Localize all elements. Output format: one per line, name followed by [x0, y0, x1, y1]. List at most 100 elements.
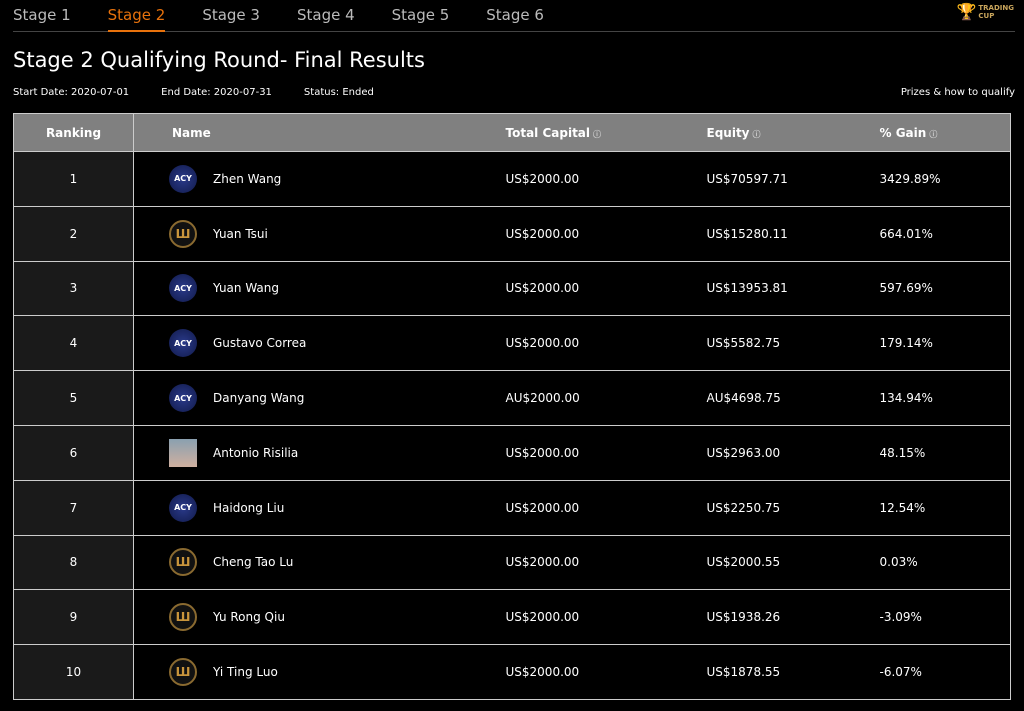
rank-cell: 1 — [13, 151, 134, 207]
capital-cell: US$2000.00 — [505, 424, 707, 481]
rank-cell: 9 — [13, 589, 134, 646]
trophy-icon: 🏆 — [956, 2, 977, 21]
tab-stage-2[interactable]: Stage 2 — [107, 0, 166, 32]
logo-line1: TRADING — [978, 4, 1014, 12]
equity-cell: US$13953.81 — [706, 260, 880, 317]
header-ranking: Ranking — [13, 113, 134, 152]
rank-cell: 4 — [13, 315, 134, 372]
trader-name: Haidong Liu — [213, 500, 285, 515]
acy-avatar-icon: ACY — [169, 274, 197, 303]
gain-cell: 664.01% — [879, 205, 1011, 262]
tab-stage-1[interactable]: Stage 1 — [13, 6, 71, 24]
capital-cell: US$2000.00 — [505, 534, 707, 591]
name-cell: Ш Yuan Tsui — [133, 205, 506, 262]
table-row: 2 Ш Yuan Tsui US$2000.00 US$15280.11 664.… — [13, 205, 1011, 262]
rank-cell: 7 — [13, 479, 134, 536]
trader-name: Gustavo Correa — [213, 336, 307, 351]
name-cell: ACY Zhen Wang — [133, 151, 506, 207]
capital-cell: US$2000.00 — [505, 315, 707, 372]
gold-logo-avatar-icon: Ш — [169, 548, 197, 577]
header-gain-label: % Gain — [879, 125, 927, 140]
trading-cup-logo: 🏆 TRADING CUP — [956, 2, 1014, 21]
trader-name: Danyang Wang — [213, 391, 305, 406]
equity-cell: US$2000.55 — [706, 534, 880, 591]
trader-name: Yuan Tsui — [213, 226, 268, 241]
table-row: 1 ACY Zhen Wang US$2000.00 US$70597.71 34… — [13, 151, 1011, 207]
header-gain: % Gain ⓘ — [879, 113, 1011, 152]
info-icon[interactable]: ⓘ — [929, 129, 938, 139]
capital-cell: US$2000.00 — [505, 644, 707, 700]
photo-avatar — [169, 438, 197, 467]
info-icon[interactable]: ⓘ — [593, 129, 602, 139]
header-capital: Total Capital ⓘ — [505, 113, 707, 152]
start-date: Start Date: 2020-07-01 — [13, 87, 130, 98]
gain-cell: 597.69% — [879, 260, 1011, 317]
gain-cell: 179.14% — [879, 315, 1011, 372]
table-row: 10 Ш Yi Ting Luo US$2000.00 US$1878.55 -6… — [13, 644, 1011, 700]
name-cell: ACY Haidong Liu — [133, 479, 506, 536]
tab-stage-6[interactable]: Stage 6 — [486, 6, 544, 24]
gain-cell: 134.94% — [879, 370, 1011, 426]
stage-tabs: Stage 1 Stage 2 Stage 3 Stage 4 Stage 5 Stage… — [13, 0, 1015, 32]
table-row: 9 Ш Yu Rong Qiu US$2000.00 US$1938.26 -3.… — [13, 589, 1011, 646]
rank-cell: 2 — [13, 205, 134, 262]
acy-avatar-icon: ACY — [169, 164, 197, 193]
table-row: 5 ACY Danyang Wang AU$2000.00 AU$4698.75 … — [13, 370, 1011, 426]
header-ranking-label: Ranking — [45, 125, 102, 140]
table-row: 4 ACY Gustavo Correa US$2000.00 US$5582.7… — [13, 315, 1011, 372]
equity-cell: US$1938.26 — [706, 589, 880, 646]
tab-stage-3[interactable]: Stage 3 — [202, 6, 260, 24]
rank-cell: 8 — [13, 534, 134, 591]
rank-cell: 5 — [13, 370, 134, 426]
header-equity-label: Equity — [706, 125, 750, 140]
equity-cell: US$1878.55 — [706, 644, 880, 700]
equity-cell: US$15280.11 — [706, 205, 880, 262]
equity-cell: US$5582.75 — [706, 315, 880, 372]
meta-info: Start Date: 2020-07-01 End Date: 2020-07… — [13, 87, 406, 98]
gold-logo-avatar-icon: Ш — [169, 603, 197, 632]
status: Status: Ended — [303, 87, 374, 98]
acy-avatar-icon: ACY — [169, 329, 197, 358]
prizes-link[interactable]: Prizes & how to qualify — [900, 87, 1015, 98]
equity-cell: US$70597.71 — [706, 151, 880, 207]
gold-logo-avatar-icon: Ш — [169, 658, 197, 687]
gain-cell: 12.54% — [879, 479, 1011, 536]
tab-stage-4[interactable]: Stage 4 — [296, 6, 355, 24]
tab-stage-5[interactable]: Stage 5 — [391, 6, 450, 24]
equity-cell: US$2250.75 — [706, 479, 880, 536]
trader-name: Yu Rong Qiu — [213, 610, 285, 625]
rank-cell: 3 — [13, 260, 134, 317]
gold-logo-avatar-icon: Ш — [169, 219, 197, 248]
end-date: End Date: 2020-07-31 — [161, 87, 272, 98]
gain-cell: 48.15% — [879, 424, 1011, 481]
table-row: 8 Ш Cheng Tao Lu US$2000.00 US$2000.55 0.… — [13, 534, 1011, 591]
name-cell: ACY Gustavo Correa — [133, 315, 506, 372]
trader-name: Yi Ting Luo — [213, 665, 278, 680]
trader-name: Zhen Wang — [213, 171, 282, 186]
header-equity: Equity ⓘ — [706, 113, 880, 152]
header-name-label: Name — [172, 125, 211, 140]
gain-cell: 0.03% — [879, 534, 1011, 591]
gain-cell: -3.09% — [879, 589, 1011, 646]
table-row: 7 ACY Haidong Liu US$2000.00 US$2250.75 1… — [13, 479, 1011, 536]
capital-cell: AU$2000.00 — [505, 370, 707, 426]
gain-cell: 3429.89% — [879, 151, 1011, 207]
acy-avatar-icon: ACY — [169, 384, 197, 413]
name-cell: ACY Danyang Wang — [133, 370, 506, 426]
header-capital-label: Total Capital — [505, 125, 591, 140]
table-row: 6 Antonio Risilia US$2000.00 US$2963.00 … — [13, 424, 1011, 481]
trader-name: Antonio Risilia — [213, 445, 299, 460]
info-icon[interactable]: ⓘ — [752, 129, 761, 139]
capital-cell: US$2000.00 — [505, 589, 707, 646]
equity-cell: US$2963.00 — [706, 424, 880, 481]
rank-cell: 6 — [13, 424, 134, 481]
logo-line2: CUP — [978, 12, 995, 20]
name-cell: Ш Cheng Tao Lu — [133, 534, 506, 591]
name-cell: ACY Yuan Wang — [133, 260, 506, 317]
capital-cell: US$2000.00 — [505, 205, 707, 262]
header-name: Name — [133, 113, 506, 152]
capital-cell: US$2000.00 — [505, 479, 707, 536]
acy-avatar-icon: ACY — [169, 493, 197, 522]
table-row: 3 ACY Yuan Wang US$2000.00 US$13953.81 59… — [13, 260, 1011, 317]
page-title: Stage 2 Qualifying Round- Final Results — [13, 48, 425, 72]
